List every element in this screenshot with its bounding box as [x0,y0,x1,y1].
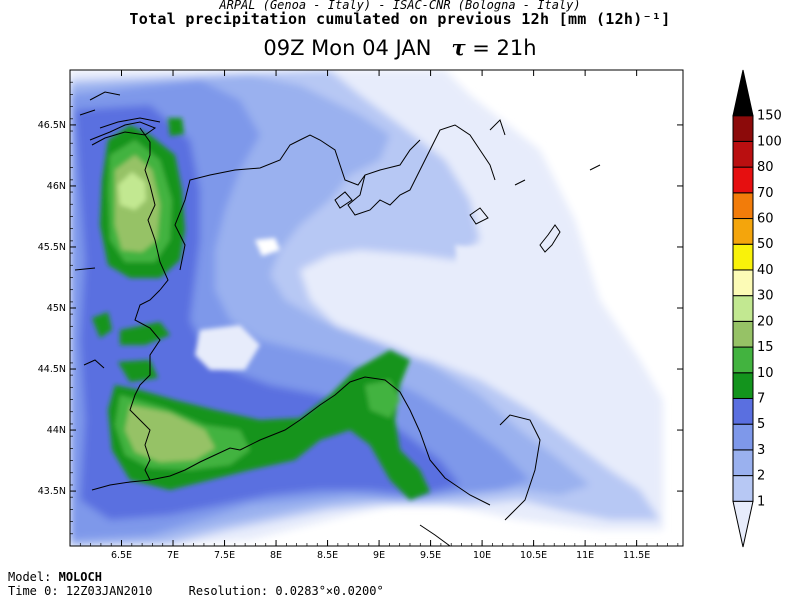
lon-tick-label: 10E [473,550,491,561]
lat-tick-label: 44N [47,425,66,436]
lat-tick-label: 45N [47,303,66,314]
time-value: 12Z03JAN2010 [65,584,153,598]
tau-value: = 21h [472,36,537,60]
precipitation-field [70,70,663,546]
colorbar-label: 15 [757,340,774,355]
colorbar-top-triangle [732,69,754,117]
colorbar-label: 3 [757,443,765,458]
footer-time: Time 0: 12Z03JAN2010 Resolution: 0.0283°… [8,584,384,598]
colorbar-swatch [732,218,754,245]
valid-time: 09Z Mon 04 JAN [263,36,432,60]
lat-tick-label: 44.5N [38,364,66,375]
colorbar-swatch [732,397,754,425]
colorbar-swatch [732,115,754,142]
colorbar-swatch [732,140,754,168]
colorbar-swatch [732,243,754,271]
lat-tick-label: 43.5N [38,486,66,497]
lon-tick-label: 11E [576,550,594,561]
colorbar-swatch [732,372,754,399]
latitude-axis: 46.5N 46N 45.5N 45N 44.5N 44N 43.5N [38,81,683,535]
header-subtitle: ARPAL (Genoa - Italy) - ISAC-CNR (Bologn… [219,0,581,12]
lon-tick-label: 9.5E [420,550,441,561]
colorbar-swatch [732,475,754,502]
valid-time-line: 09Z Mon 04 JAN τ = 21h [0,35,800,60]
time-label: Time 0: [8,584,59,598]
colorbar-label: 40 [757,263,774,278]
footer-model: Model: MOLOCH [8,570,102,584]
colorbar-label: 7 [757,391,765,406]
colorbar-label: 30 [757,289,774,304]
lon-tick-label: 6.5E [111,550,132,561]
coastlines [74,91,601,546]
lat-tick-label: 45.5N [38,242,66,253]
colorbar-label: 5 [757,417,765,432]
colorbar-swatch [732,192,754,220]
lon-tick-label: 8E [270,550,282,561]
lon-tick-label: 7E [167,550,179,561]
colorbar-swatch [732,449,754,477]
colorbar-swatch [732,269,754,297]
colorbar-label: 80 [757,160,774,175]
model-name: MOLOCH [58,570,102,584]
colorbar-bottom-triangle [732,500,754,548]
lon-tick-label: 8.5E [317,550,338,561]
colorbar-label: 60 [757,212,774,227]
resolution-label: Resolution: [188,584,269,598]
resolution-value: 0.0283°×0.0200° [275,584,384,598]
longitude-axis: 6.5E 7E 7.5E 8E 8.5E 9E 9.5E 10E 10.5E 11E 11.5E [79,70,679,561]
model-label: Model: [8,570,52,584]
lon-tick-label: 7.5E [214,550,235,561]
colorbar-label: 100 [757,134,782,149]
colorbar-swatch [732,423,754,451]
colorbar-label: 10 [757,366,774,381]
colorbar-label: 20 [757,314,774,329]
lon-tick-label: 9E [373,550,385,561]
colorbar-label: 150 [757,109,782,124]
lat-tick-label: 46.5N [38,120,66,131]
colorbar-swatch [732,320,754,348]
colorbar-swatch [732,166,754,194]
lon-tick-label: 11.5E [623,550,650,561]
colorbar-swatch [732,346,754,374]
lat-tick-label: 46N [47,181,66,192]
header-title: Total precipitation cumulated on previou… [129,10,671,28]
colorbar-label: 70 [757,186,774,201]
tau-symbol: τ [451,35,466,60]
colorbar-label: 50 [757,237,774,252]
colorbar-label: 1 [757,494,765,509]
lon-tick-label: 10.5E [520,550,547,561]
colorbar-label: 2 [757,469,765,484]
colorbar: 1 2 3 5 7 10 15 20 30 40 50 60 70 80 100 150 [732,69,782,548]
colorbar-swatch [732,295,754,322]
